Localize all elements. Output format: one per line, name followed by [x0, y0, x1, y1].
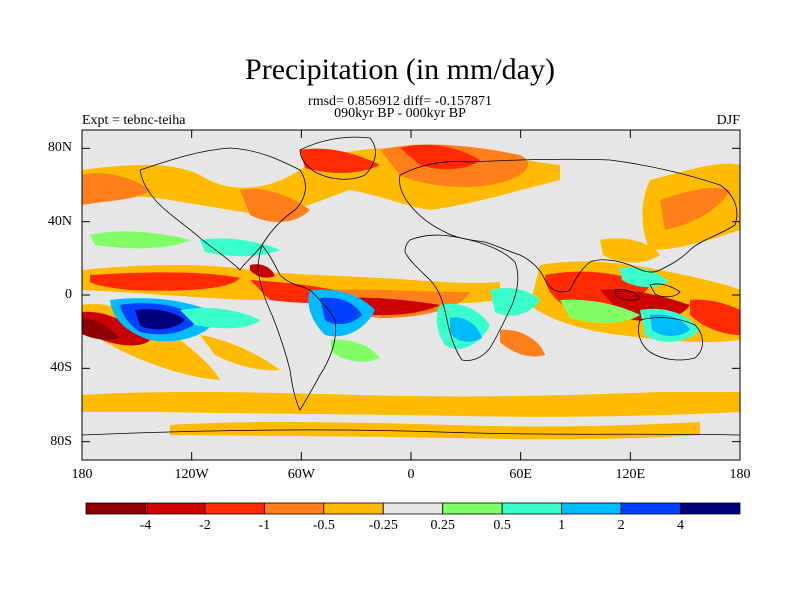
lat-tick-label: 40N [47, 213, 72, 229]
lat-tick-label: 0 [65, 287, 72, 302]
colorbar-swatch [442, 502, 503, 515]
colorbar-swatch [382, 502, 444, 515]
colorbar-label: -1 [258, 518, 271, 533]
colorbar-label: 4 [677, 518, 685, 533]
coastlines [82, 136, 740, 436]
colorbar-label: -4 [139, 518, 152, 533]
lon-tick-label: 0 [407, 467, 415, 482]
colorbar-swatch [85, 502, 146, 515]
colorbar-label: 1 [558, 518, 566, 533]
colorbar-swatch [620, 502, 681, 515]
colorbar-label: -0.5 [312, 518, 335, 533]
colorbar-label: -2 [199, 518, 211, 533]
colorbar-swatch [501, 502, 563, 515]
map-title: Precipitation (in mm/day) [245, 53, 555, 86]
colorbar-swatch [263, 502, 325, 515]
colorbar-swatch [561, 502, 622, 515]
lon-tick-label: 60W [287, 467, 315, 482]
experiment-label: Expt = tebnc-teiha [82, 113, 186, 128]
lat-tick-label: 80N [47, 140, 72, 156]
period-line: 090kyr BP - 000kyr BP [334, 106, 466, 121]
axis-ticks [81, 130, 741, 460]
lon-tick-label: 180 [71, 467, 93, 482]
map-plot-area [82, 130, 740, 460]
lon-tick-label: 120E [615, 467, 646, 482]
lon-tick-label: 180 [729, 467, 751, 482]
season-label: DJF [716, 113, 740, 128]
lat-tick-label: 40S [50, 360, 72, 376]
colorbar-label: 0.25 [430, 518, 455, 533]
lon-tick-label: 120W [174, 467, 209, 482]
lon-tick-label: 60E [509, 467, 532, 482]
precip-anomaly-field [82, 144, 740, 440]
colorbar [85, 502, 741, 515]
colorbar-swatch [204, 502, 265, 515]
stats-line: rmsd= 0.856912 diff= -0.157871 [308, 94, 492, 109]
colorbar-swatch [323, 502, 384, 515]
colorbar-label: 2 [617, 518, 625, 533]
colorbar-swatch [145, 502, 206, 515]
colorbar-label: -0.25 [368, 518, 398, 533]
colorbar-label: 0.5 [493, 518, 511, 533]
colorbar-swatch [680, 502, 741, 515]
lat-tick-label: 80S [50, 433, 72, 449]
